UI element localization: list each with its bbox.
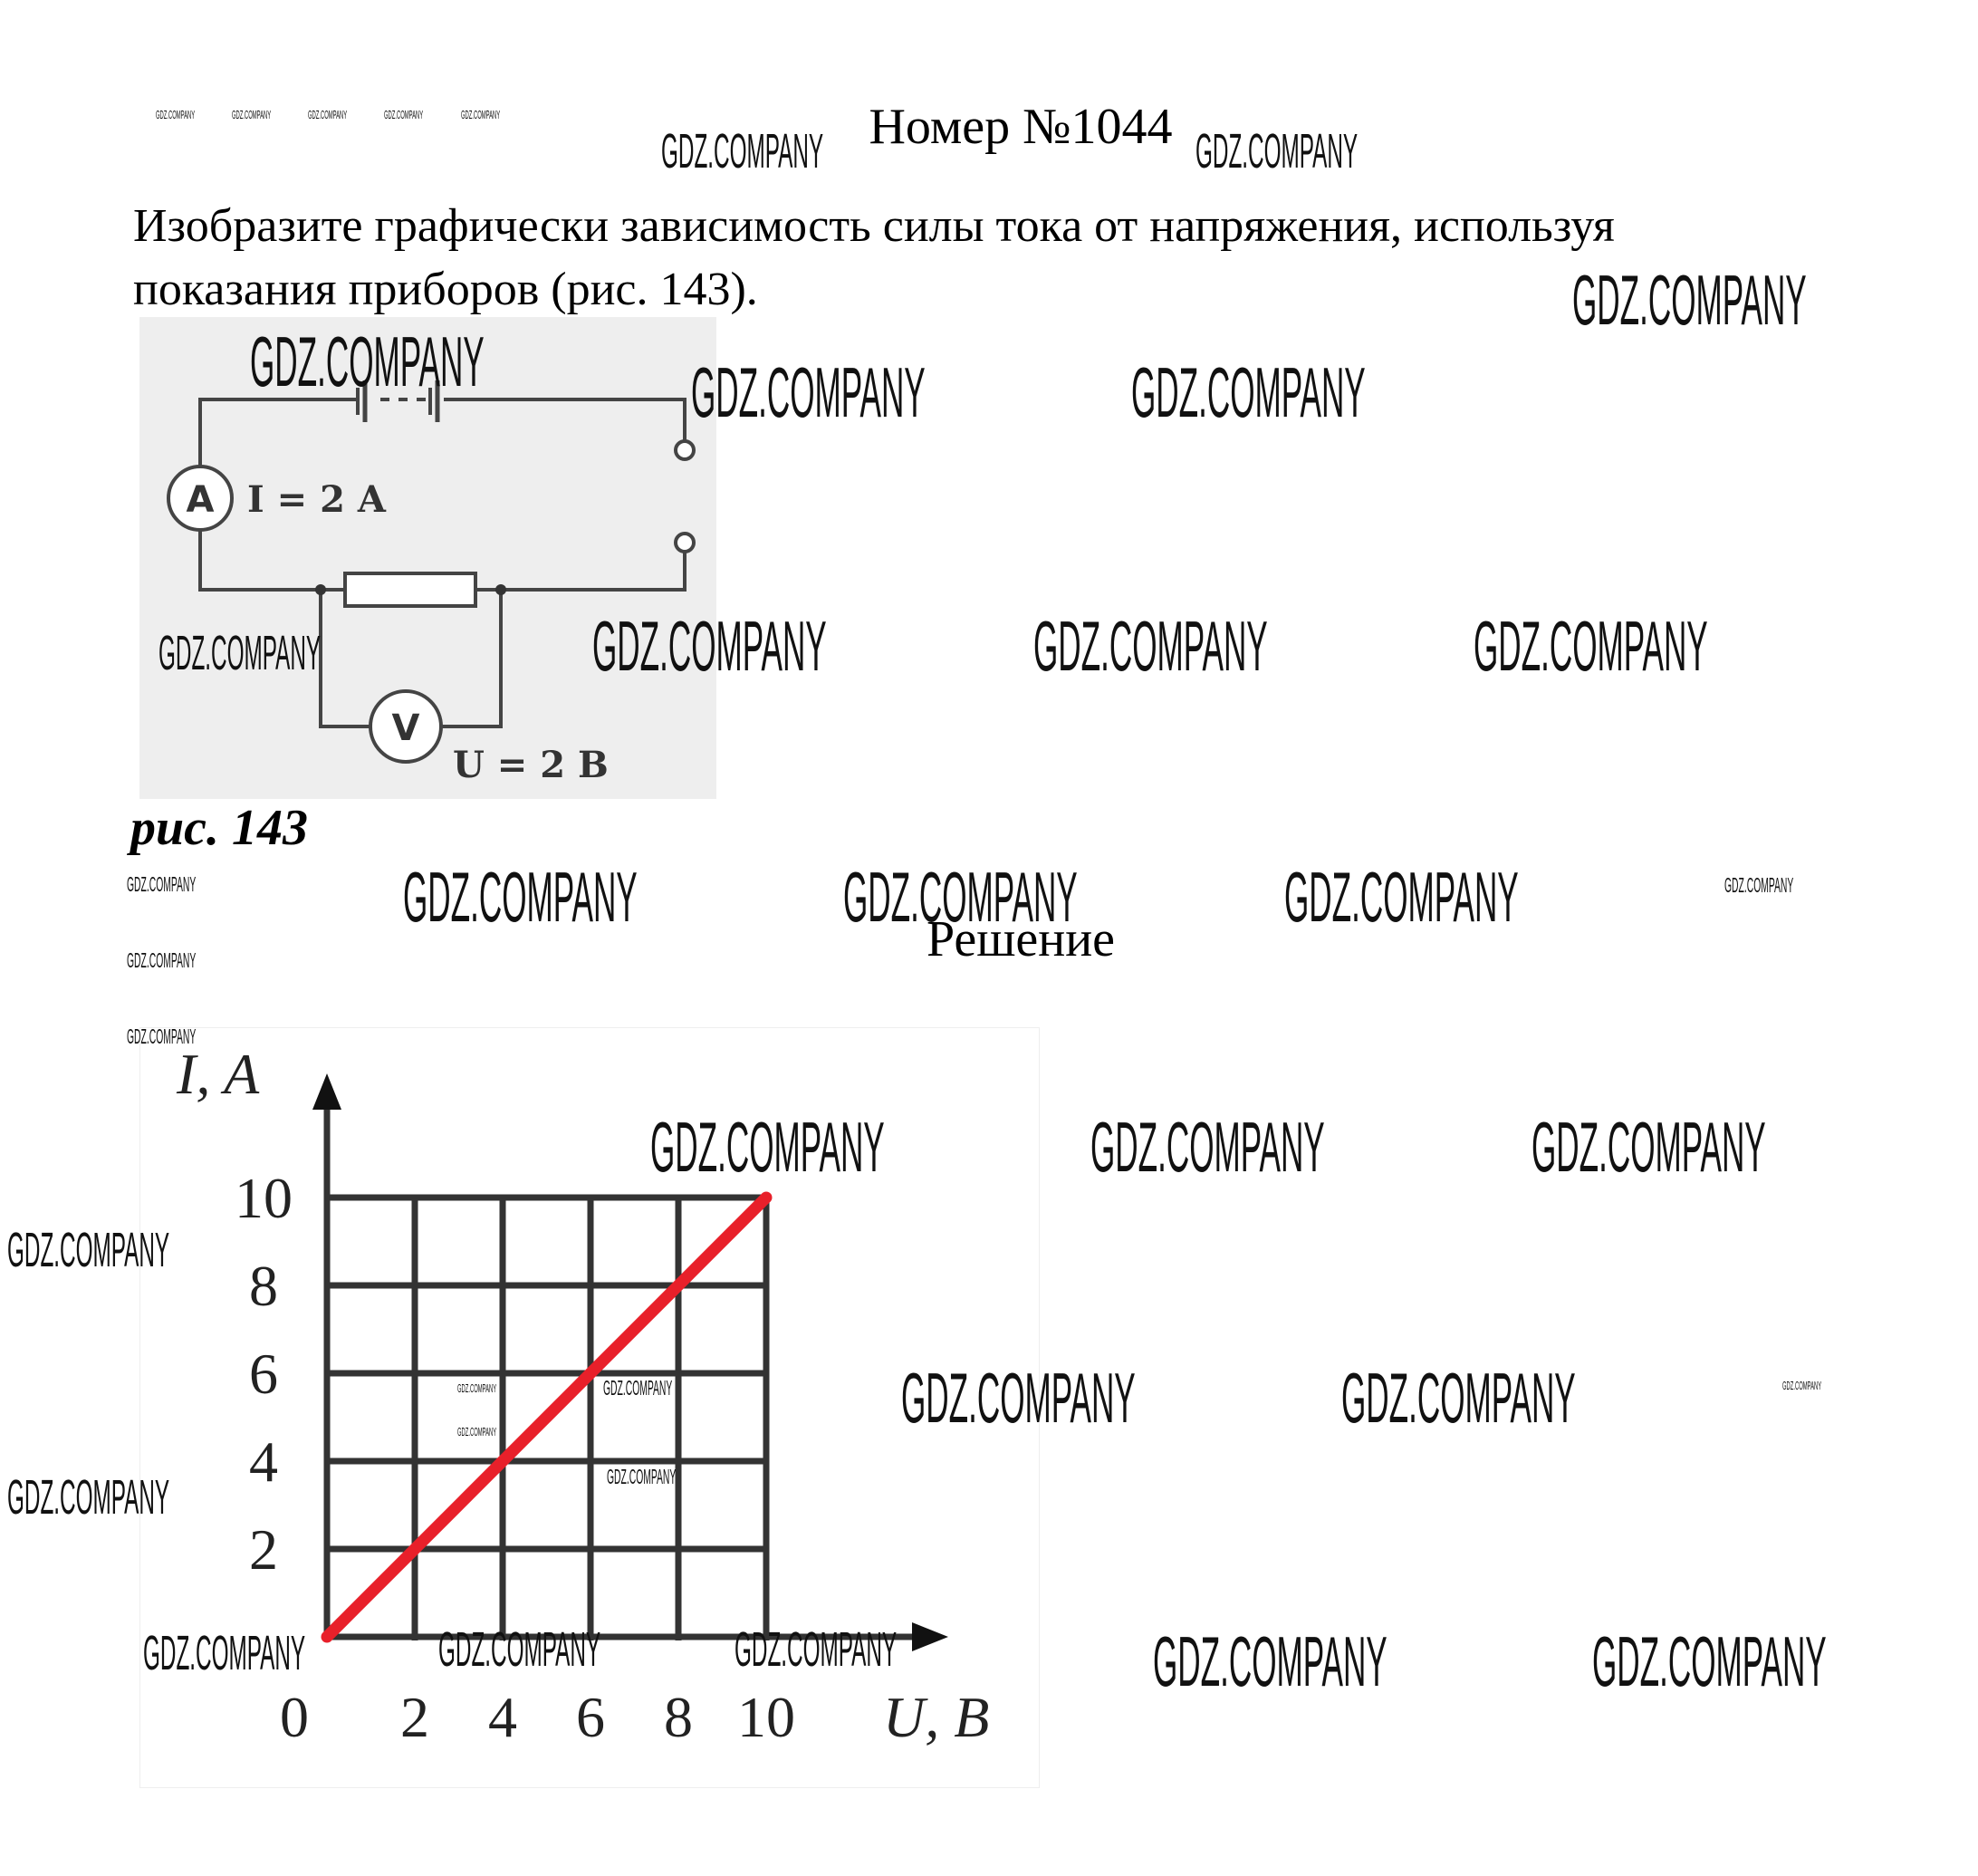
wire-top-left	[198, 398, 358, 467]
x-tick-label: 4	[488, 1685, 517, 1749]
series-line	[321, 1191, 773, 1643]
watermark: GDZ.COMPANY	[1782, 1379, 1822, 1392]
task-line-2: показания приборов (рис. 143).	[133, 264, 758, 315]
x-tick-label: 2	[400, 1685, 429, 1749]
graph-panel: 2 4 6 8 10 0 2 4 6 8 10 I, A U, B	[139, 1027, 1040, 1788]
voltmeter-loop	[319, 590, 503, 728]
watermark: GDZ.COMPANY	[250, 322, 485, 401]
x-axis-label: U, B	[883, 1685, 989, 1749]
x-tick-label: 8	[664, 1685, 693, 1749]
watermark: GDZ.COMPANY	[7, 1470, 170, 1525]
task-line-1: Изобразите графически зависимость силы т…	[133, 200, 1615, 252]
junction-left	[315, 584, 326, 595]
y-axis-label: I, A	[176, 1042, 260, 1106]
y-tick-label: 2	[249, 1517, 278, 1582]
watermark: GDZ.COMPANY	[7, 1223, 170, 1277]
voltmeter-circle	[369, 689, 443, 764]
watermark: GDZ.COMPANY	[1033, 606, 1268, 686]
x-tick-label: 0	[280, 1685, 309, 1749]
y-tick-label: 4	[249, 1429, 278, 1494]
watermark: GDZ.COMPANY	[607, 1465, 677, 1488]
watermark: GDZ.COMPANY	[143, 1626, 306, 1680]
resistor	[343, 572, 477, 608]
voltage-reading: U = 2 B	[453, 744, 609, 786]
circuit-figure: A V I = 2 A U = 2 B	[139, 317, 716, 799]
watermark: GDZ.COMPANY	[603, 1376, 673, 1400]
watermark: GDZ.COMPANY	[308, 108, 348, 121]
wire-top-right	[444, 398, 687, 441]
watermark: GDZ.COMPANY	[127, 872, 197, 896]
watermark: GDZ.COMPANY	[1341, 1358, 1576, 1438]
figure-caption: рис. 143	[130, 800, 308, 856]
watermark: GDZ.COMPANY	[1131, 352, 1366, 432]
watermark: GDZ.COMPANY	[1572, 260, 1807, 340]
watermark: GDZ.COMPANY	[1195, 124, 1359, 178]
watermark: GDZ.COMPANY	[1284, 857, 1519, 937]
x-tick-label: 6	[576, 1685, 605, 1749]
watermark: GDZ.COMPANY	[127, 1025, 197, 1048]
page-title: Номер №1044	[869, 99, 1173, 155]
watermark: GDZ.COMPANY	[1153, 1621, 1387, 1701]
watermark: GDZ.COMPANY	[232, 108, 272, 121]
x-tick-label: 10	[737, 1685, 795, 1749]
watermark: GDZ.COMPANY	[735, 1622, 898, 1677]
voltmeter-label: V	[392, 707, 420, 749]
watermark: GDZ.COMPANY	[592, 606, 827, 686]
x-axis-arrow-icon	[912, 1622, 948, 1651]
watermark: GDZ.COMPANY	[127, 948, 197, 972]
watermark: GDZ.COMPANY	[1474, 606, 1708, 686]
y-tick-label: 8	[249, 1254, 278, 1318]
terminal-top	[674, 439, 696, 461]
junction-right	[495, 584, 506, 595]
ammeter-label: A	[187, 479, 215, 521]
watermark: GDZ.COMPANY	[1532, 1107, 1766, 1187]
wire-bottom	[198, 530, 687, 592]
y-tick-label: 6	[249, 1342, 278, 1406]
watermark: GDZ.COMPANY	[1090, 1107, 1325, 1187]
circuit-diagram: A V I = 2 A U = 2 B	[167, 380, 696, 786]
watermark: GDZ.COMPANY	[1592, 1621, 1827, 1701]
watermark: GDZ.COMPANY	[901, 1358, 1136, 1438]
watermark: GDZ.COMPANY	[403, 857, 638, 937]
watermark: GDZ.COMPANY	[457, 1381, 497, 1395]
watermark: GDZ.COMPANY	[457, 1425, 497, 1438]
watermark: GDZ.COMPANY	[384, 108, 424, 121]
watermark: GDZ.COMPANY	[438, 1622, 601, 1677]
y-tick-label: 10	[235, 1166, 293, 1230]
task-text: Изобразите графически зависимость силы т…	[133, 195, 1872, 322]
current-reading: I = 2 A	[247, 478, 387, 521]
watermark: GDZ.COMPANY	[843, 857, 1078, 937]
watermark: GDZ.COMPANY	[1724, 873, 1794, 897]
watermark: GDZ.COMPANY	[158, 626, 322, 680]
solution-heading: Решение	[926, 911, 1116, 967]
y-axis-arrow-icon	[312, 1073, 341, 1110]
watermark: GDZ.COMPANY	[156, 108, 196, 121]
terminal-bottom	[674, 532, 696, 553]
watermark: GDZ.COMPANY	[461, 108, 501, 121]
watermark: GDZ.COMPANY	[661, 124, 824, 178]
watermark: GDZ.COMPANY	[691, 352, 926, 432]
watermark: GDZ.COMPANY	[650, 1107, 885, 1187]
